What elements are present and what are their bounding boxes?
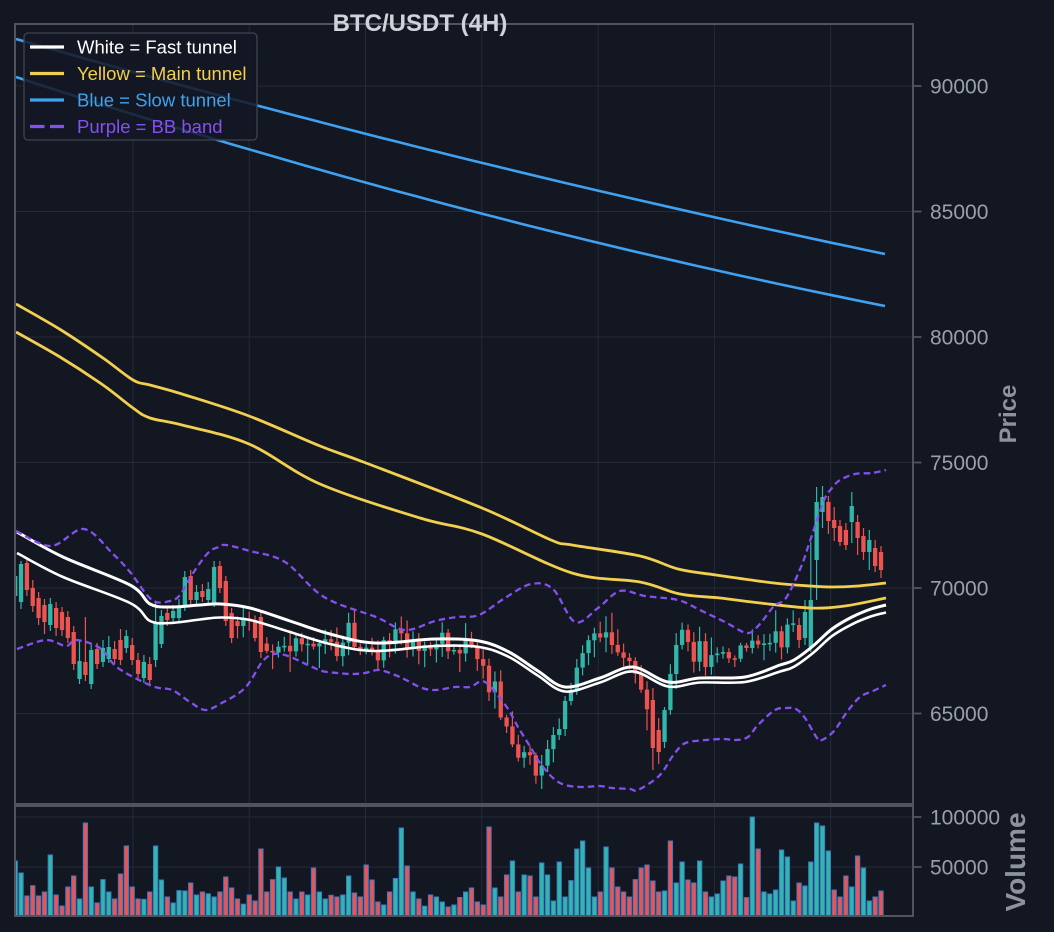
svg-text:White = Fast tunnel: White = Fast tunnel	[77, 37, 237, 58]
svg-text:Blue = Slow tunnel: Blue = Slow tunnel	[77, 90, 231, 111]
svg-text:80000: 80000	[930, 327, 988, 350]
svg-text:75000: 75000	[930, 452, 988, 475]
svg-text:70000: 70000	[930, 578, 988, 601]
svg-text:90000: 90000	[930, 76, 988, 99]
svg-text:50000: 50000	[930, 857, 988, 880]
svg-text:BTC/USDT (4H): BTC/USDT (4H)	[333, 10, 508, 37]
svg-text:100000: 100000	[930, 807, 1000, 830]
svg-text:Purple = BB band: Purple = BB band	[77, 116, 223, 137]
svg-text:Volume: Volume	[1000, 812, 1031, 911]
svg-text:Yellow = Main tunnel: Yellow = Main tunnel	[77, 63, 247, 84]
svg-text:85000: 85000	[930, 201, 988, 224]
svg-text:Price: Price	[995, 385, 1022, 444]
svg-text:65000: 65000	[930, 703, 988, 726]
